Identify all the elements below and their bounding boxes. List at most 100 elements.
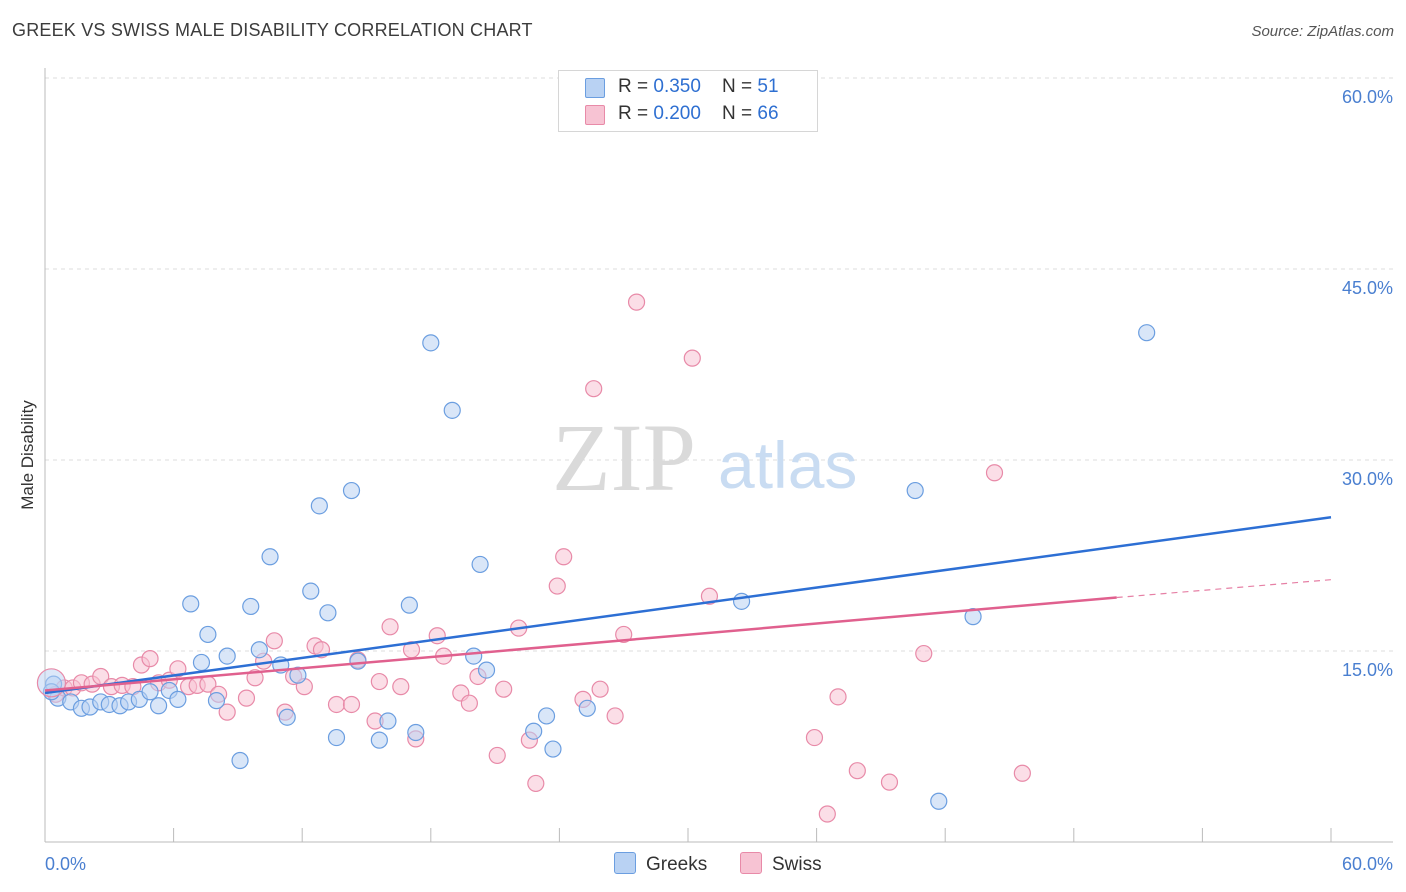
swiss-trend-line [44,596,1117,692]
y-tick-label: 15.0% [1342,660,1393,680]
swiss-point [591,680,609,698]
swiss-point [683,349,701,367]
gridlines [45,77,1393,652]
greeks-point [319,604,337,622]
greeks-point [141,683,159,701]
swiss-point [1013,764,1031,782]
tick-labels: 15.0% 30.0% 45.0% 60.0% 0.0% 60.0% [45,87,1393,874]
swiss-point [169,660,187,678]
greeks-point [537,707,556,725]
swiss-point [392,678,410,696]
chart-title: GREEK VS SWISS MALE DISABILITY CORRELATI… [12,20,533,40]
legend-r-label: R = [618,103,654,124]
swiss-point [627,293,646,311]
greeks-point [477,661,496,679]
greeks-point [199,625,217,644]
swiss-point [218,703,236,721]
greeks-point [278,708,296,726]
greeks-point [732,592,751,610]
greeks-point [327,728,346,747]
greeks-point [231,751,249,770]
watermark: ZIP atlas [552,404,857,511]
greeks-point [379,712,397,730]
bottom-legend-greeks: Greeks [614,852,707,876]
greeks-point [465,647,483,665]
greeks-point [207,692,226,710]
legend-r-label: R = [618,76,654,97]
greeks-point [342,481,361,500]
greeks-point [400,596,418,614]
x-tick-label: 60.0% [1342,854,1393,874]
y-tick-label: 60.0% [1342,87,1393,107]
swiss-point [548,577,566,595]
y-tick-label: 45.0% [1342,278,1393,298]
swiss-point [495,680,513,698]
swiss-point [237,689,256,707]
greeks-point [544,740,562,758]
greeks-point [242,597,260,616]
greeks-points [36,324,1156,810]
swiss-point [370,672,388,691]
trend-lines [44,516,1332,695]
swiss-swatch [585,105,605,125]
greeks-point [302,582,320,600]
greeks-trend-line [44,516,1332,695]
swiss-point [805,728,824,747]
greeks-point [370,731,388,749]
greeks-point [471,555,489,574]
swiss-point [265,632,283,650]
legend-r-value: 0.350 [653,76,701,97]
greeks-swatch [614,852,636,874]
legend-n-value: 51 [757,76,779,97]
y-tick-label: 30.0% [1342,469,1393,489]
watermark-zip: ZIP [552,404,696,511]
greeks-point [310,497,328,515]
greeks-point [422,334,440,352]
greeks-point [407,723,425,742]
source-label: Source: ZipAtlas.com [1251,23,1394,40]
greeks-point [930,792,948,810]
greeks-point [906,481,924,500]
greeks-point [192,653,211,672]
greeks-point [149,697,168,715]
greeks-point [182,595,200,613]
swiss-point [700,587,719,605]
swiss-point [829,688,847,706]
swiss-legend-label: Swiss [772,854,822,875]
swiss-point [818,805,836,823]
swiss-point [915,644,933,663]
swiss-point [327,695,346,714]
swiss-point [555,548,573,566]
swiss-point [985,464,1004,482]
greeks-point [250,641,268,659]
swiss-point [606,707,624,725]
greeks-point [1138,324,1156,342]
greeks-point [289,666,307,684]
correlation-legend: R = 0.350 N = 51 R = 0.200 N = 66 [558,70,818,132]
swiss-trend-extension [1116,579,1332,599]
swiss-point [381,618,399,636]
greeks-point [525,722,543,740]
x-tick-label: 0.0% [45,854,86,874]
greeks-point [443,401,461,419]
swiss-point [141,650,159,668]
greeks-point [964,608,982,626]
greeks-swatch [585,78,605,98]
swiss-point [848,762,866,780]
legend-r-value: 0.200 [653,103,701,124]
swiss-swatch [740,852,762,874]
greeks-point [349,652,367,670]
greeks-point [218,647,236,665]
greeks-point [169,690,187,708]
swiss-point [488,746,506,765]
swiss-point [342,695,361,714]
legend-n-label: N = [722,76,758,97]
axes [44,68,1393,843]
swiss-point [880,773,899,791]
bottom-legend-swiss: Swiss [740,852,822,876]
legend-n-label: N = [722,103,758,124]
swiss-point [615,625,633,644]
greeks-point [261,548,279,566]
swiss-point [527,774,545,793]
